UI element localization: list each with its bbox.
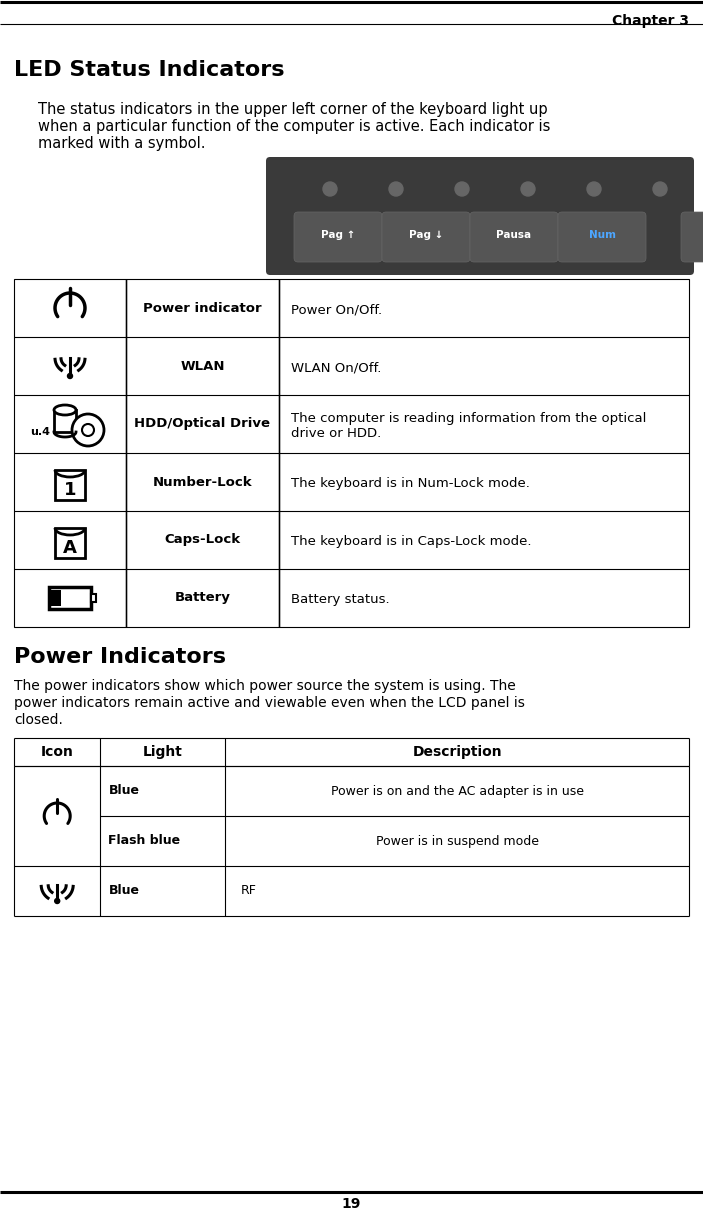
Text: when a particular function of the computer is active. Each indicator is: when a particular function of the comput… — [38, 119, 550, 134]
Text: Pag ↓: Pag ↓ — [409, 229, 443, 240]
Text: The status indicators in the upper left corner of the keyboard light up: The status indicators in the upper left … — [38, 102, 548, 117]
Circle shape — [82, 424, 94, 436]
Bar — [51, 590, 61, 606]
FancyBboxPatch shape — [382, 212, 470, 262]
Text: Power indicator: Power indicator — [143, 301, 262, 314]
Text: Battery: Battery — [174, 591, 231, 605]
Circle shape — [653, 182, 667, 195]
Text: WLAN On/Off.: WLAN On/Off. — [291, 362, 381, 374]
Circle shape — [521, 182, 535, 195]
Circle shape — [72, 414, 104, 446]
Bar — [91, 594, 96, 602]
Text: Battery status.: Battery status. — [291, 594, 389, 607]
Text: Number-Lock: Number-Lock — [153, 476, 252, 488]
Circle shape — [55, 898, 60, 903]
FancyBboxPatch shape — [558, 212, 646, 262]
Text: 19: 19 — [342, 1197, 361, 1212]
Text: RF: RF — [240, 885, 256, 897]
Text: The keyboard is in Caps-Lock mode.: The keyboard is in Caps-Lock mode. — [291, 535, 531, 549]
Text: u.4: u.4 — [30, 427, 50, 437]
Text: drive or HDD.: drive or HDD. — [291, 427, 381, 439]
Bar — [54, 410, 76, 432]
Text: Blue: Blue — [108, 885, 139, 897]
Text: Blue: Blue — [108, 784, 139, 798]
Text: The computer is reading information from the optical: The computer is reading information from… — [291, 412, 646, 425]
Circle shape — [323, 182, 337, 195]
Text: Power On/Off.: Power On/Off. — [291, 304, 382, 317]
FancyBboxPatch shape — [266, 157, 694, 276]
Text: 1: 1 — [64, 481, 76, 499]
Circle shape — [587, 182, 601, 195]
Text: Description: Description — [413, 745, 502, 759]
Ellipse shape — [54, 405, 76, 415]
FancyBboxPatch shape — [681, 212, 703, 262]
Bar — [14, 766, 689, 917]
Text: Power is in suspend mode: Power is in suspend mode — [375, 834, 538, 847]
Text: Icon: Icon — [41, 745, 74, 759]
Circle shape — [455, 182, 469, 195]
Text: Flash blue: Flash blue — [108, 834, 181, 847]
Text: A: A — [63, 539, 77, 557]
Bar — [49, 588, 91, 609]
FancyBboxPatch shape — [470, 212, 558, 262]
Bar — [14, 279, 689, 626]
Text: closed.: closed. — [14, 713, 63, 727]
Bar — [14, 738, 689, 766]
Text: The power indicators show which power source the system is using. The: The power indicators show which power so… — [14, 679, 516, 693]
Text: HDD/Optical Drive: HDD/Optical Drive — [134, 418, 271, 431]
Text: Power is on and the AC adapter is in use: Power is on and the AC adapter is in use — [330, 784, 583, 798]
Circle shape — [67, 374, 72, 379]
Bar — [55, 528, 85, 558]
FancyBboxPatch shape — [294, 212, 382, 262]
Circle shape — [389, 182, 403, 195]
Text: The keyboard is in Num-Lock mode.: The keyboard is in Num-Lock mode. — [291, 477, 530, 490]
Text: Pag ↑: Pag ↑ — [321, 229, 355, 240]
Text: WLAN: WLAN — [180, 359, 225, 373]
Text: Chapter 3: Chapter 3 — [612, 15, 689, 28]
Text: Pausa: Pausa — [496, 229, 531, 240]
Text: Power Indicators: Power Indicators — [14, 647, 226, 666]
Text: marked with a symbol.: marked with a symbol. — [38, 136, 205, 151]
Text: power indicators remain active and viewable even when the LCD panel is: power indicators remain active and viewa… — [14, 696, 525, 710]
Text: Light: Light — [143, 745, 183, 759]
Text: LED Status Indicators: LED Status Indicators — [14, 59, 285, 80]
Bar — [270, 161, 690, 271]
Text: Caps-Lock: Caps-Lock — [165, 533, 240, 546]
Bar — [55, 470, 85, 500]
Text: Num: Num — [588, 229, 616, 240]
